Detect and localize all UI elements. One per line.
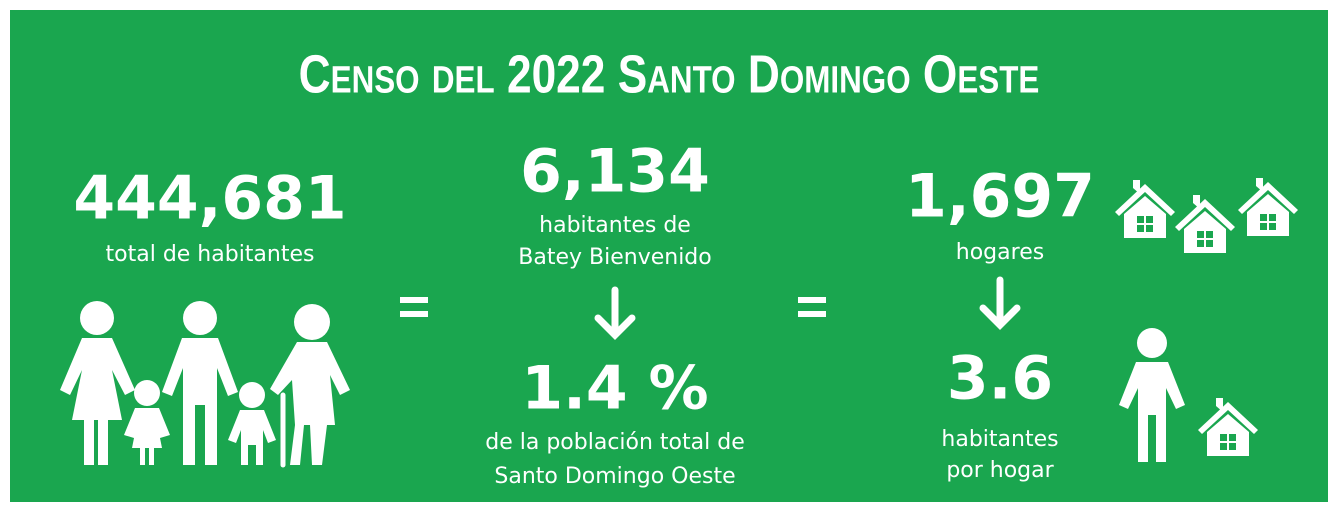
batey-label: habitantes de: [539, 213, 691, 238]
batey-label: Batey Bienvenido: [518, 245, 711, 270]
total-label: total de habitantes: [106, 242, 315, 267]
share-number: 1.4 %: [521, 354, 708, 424]
total-number: 444,681: [73, 164, 346, 234]
per-household-label: por hogar: [946, 458, 1054, 483]
per-household-number: 3.6: [947, 344, 1053, 414]
per-household-label: habitantes: [941, 427, 1058, 452]
share-label: Santo Domingo Oeste: [494, 464, 735, 489]
share-label: de la población total de: [485, 430, 744, 455]
title: Censo del 2022 Santo Domingo Oeste: [299, 44, 1040, 104]
households-label: hogares: [956, 240, 1044, 265]
households-number: 1,697: [905, 162, 1095, 232]
batey-number: 6,134: [520, 137, 710, 207]
infographic: Censo del 2022 Santo Domingo Oeste 444,6…: [0, 0, 1338, 512]
